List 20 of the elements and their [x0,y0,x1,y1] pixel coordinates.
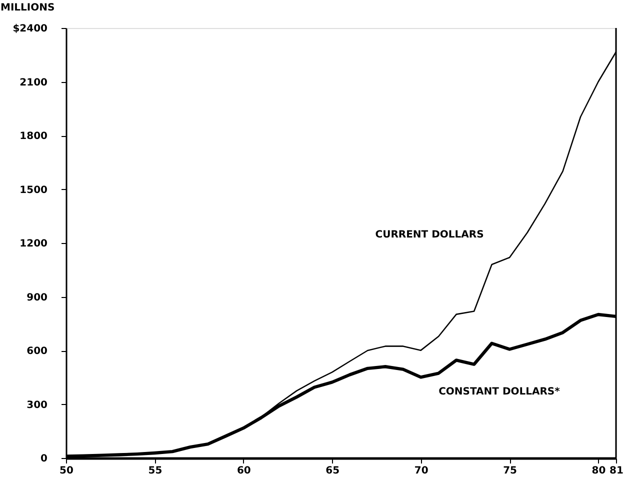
y-tick-label: 0 [40,454,48,464]
y-tick-label: $2400 [12,24,48,34]
x-tick-label: 70 [414,466,428,476]
x-tick-label: 81 [610,466,624,476]
x-tick-label: 75 [503,466,518,476]
x-tick-label: 80 [592,466,606,476]
y-tick-label: 600 [26,346,48,357]
series-label: CONSTANT DOLLARS* [438,386,561,398]
y-tick-label: 1200 [20,238,48,250]
x-tick-label: 60 [236,466,251,476]
y-tick-label: 2100 [20,77,48,88]
x-tick-label: 55 [148,466,162,476]
y-tick-label: 1800 [20,131,48,142]
x-tick-label: 50 [60,466,74,476]
y-tick-label: 300 [26,400,48,411]
y-tick-label: 900 [26,292,48,304]
text: CURRENT DOLLARS [375,230,484,240]
x-tick-label: 65 [326,466,340,476]
y-tick-label: 1500 [20,184,48,196]
y-axis-title: MILLIONS [0,2,55,14]
